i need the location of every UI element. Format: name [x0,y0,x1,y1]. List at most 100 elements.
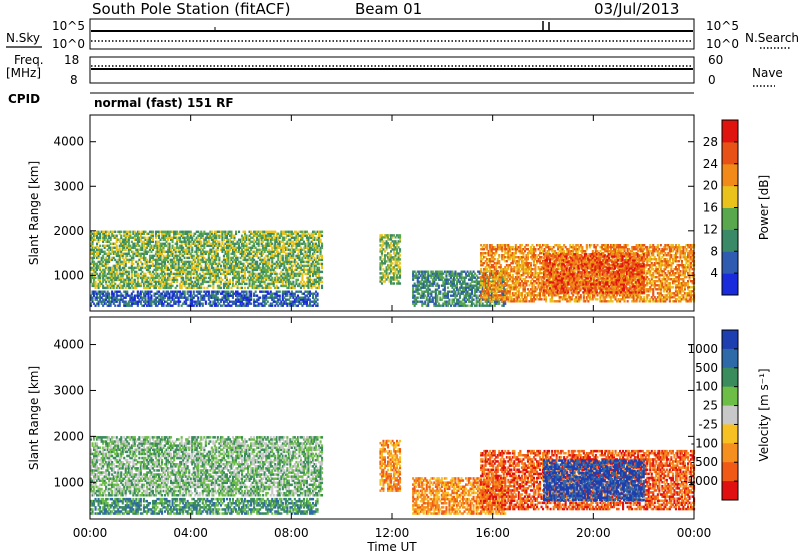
heatmap-cell [256,294,259,297]
heatmap-cell [171,230,174,233]
heatmap-cell [254,280,257,284]
heatmap-cell [159,238,162,241]
heatmap-cell [290,246,293,249]
heatmap-cell [189,266,192,270]
heatmap-cell [225,264,228,268]
heatmap-cell [275,254,278,258]
heatmap-cell [275,292,278,295]
heatmap-cell [118,272,121,276]
heatmap-cell [177,268,180,272]
heatmap-cell [380,234,383,237]
heatmap-cell [290,254,293,258]
heatmap-cell [224,266,227,270]
heatmap-cell [302,234,305,237]
heatmap-cell [287,238,290,241]
heatmap-cell [93,256,96,260]
heatmap-cell [284,270,287,274]
heatmap-cell [301,230,304,233]
heatmap-cell [256,250,259,253]
heatmap-cell [150,232,153,235]
heatmap-cell [206,270,209,274]
heatmap-cell [195,276,198,280]
heatmap-cell [271,260,274,264]
heatmap-cell [287,268,290,272]
heatmap-cell [171,278,174,282]
heatmap-cell [201,260,204,264]
heatmap-cell [235,302,238,305]
heatmap-cell [159,258,162,262]
heatmap-cell [263,282,266,286]
heatmap-cell [308,244,311,247]
heatmap-cell [385,248,388,251]
heatmap-cell [271,282,274,286]
heatmap-cell [103,274,106,278]
heatmap-cell [198,284,201,288]
heatmap-cell [173,230,176,233]
heatmap-cell [219,300,222,303]
heatmap-cell [118,232,121,235]
heatmap-cell [167,246,170,249]
heatmap-cell [129,234,132,237]
heatmap-cell [313,252,316,255]
heatmap-cell [218,256,221,260]
heatmap-cell [263,238,266,241]
heatmap-cell [215,256,218,260]
heatmap-cell [151,278,154,282]
heatmap-cell [174,232,177,235]
heatmap-cell [195,282,198,286]
heatmap-cell [162,254,165,258]
heatmap-cell [126,244,129,247]
heatmap-cell [171,272,174,276]
heatmap-cell [189,302,192,305]
heatmap-cell [312,296,315,299]
heatmap-cell [93,264,96,268]
heatmap-cell [263,244,266,247]
heatmap-cell [299,260,302,264]
heatmap-cell [148,278,151,282]
heatmap-cell [244,298,247,301]
heatmap-cell [260,244,263,247]
heatmap-cell [216,284,219,288]
heatmap-cell [132,282,135,286]
heatmap-cell [235,290,238,293]
heatmap-cell [304,294,307,297]
heatmap-cell [263,266,266,270]
heatmap-cell [106,248,109,251]
heatmap-cell [135,266,138,270]
heatmap-cell [281,282,284,286]
heatmap-cell [304,272,307,276]
heatmap-cell [108,256,111,260]
heatmap-cell [127,304,130,307]
heatmap-cell [268,284,271,288]
heatmap-cell [179,240,182,243]
heatmap-cell [218,284,221,288]
heatmap-cell [305,234,308,237]
heatmap-cell [141,270,144,274]
heatmap-cell [197,268,200,272]
heatmap-cell [281,302,284,305]
heatmap-cell [144,276,147,280]
heatmap-cell [145,232,148,235]
heatmap-cell [93,238,96,241]
heatmap-cell [198,272,201,276]
heatmap-cell [192,304,195,307]
heatmap-cell [259,236,262,239]
heatmap-cell [194,302,197,305]
heatmap-cell [167,266,170,270]
heatmap-cell [263,246,266,249]
heatmap-cell [91,240,94,243]
heatmap-cell [123,258,126,262]
heatmap-cell [180,230,183,233]
heatmap-cell [241,294,244,297]
heatmap-cell [212,274,215,278]
heatmap-cell [275,294,278,297]
heatmap-cell [245,294,248,297]
heatmap-cell [265,242,268,245]
heatmap-cell [102,232,105,235]
heatmap-cell [182,268,185,272]
heatmap-cell [195,278,198,282]
heatmap-cell [307,236,310,239]
heatmap-cell [167,250,170,253]
heatmap-cell [111,280,114,284]
heatmap-cell [225,234,228,237]
